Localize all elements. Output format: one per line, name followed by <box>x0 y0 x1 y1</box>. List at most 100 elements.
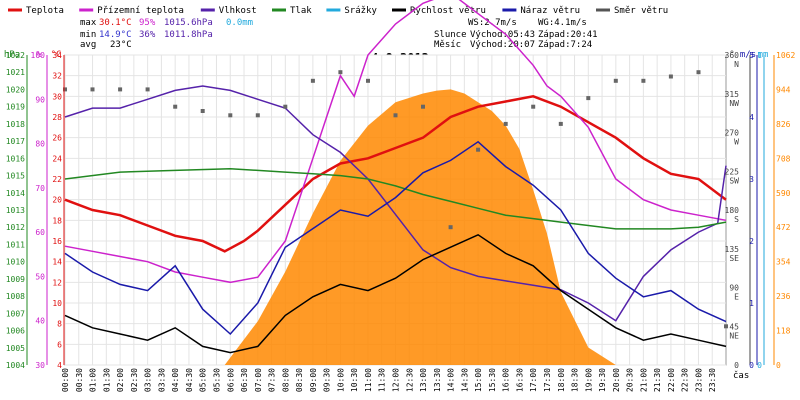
x-tick-label: 17:00 <box>529 368 538 392</box>
x-tick-label: 19:30 <box>598 368 607 392</box>
radiation-tick-label: 708 <box>776 154 791 163</box>
temperature-tick-label: 12 <box>52 278 62 287</box>
radiation-tick-label: 118 <box>776 327 791 336</box>
direction-point <box>613 78 618 83</box>
x-tick-label: 04:00 <box>171 368 180 392</box>
series-lines <box>64 0 727 354</box>
sun-set: Západ:20:41 <box>538 30 598 40</box>
legend-label: Směr větru <box>614 6 668 16</box>
temperature-tick-label: 30 <box>52 92 62 101</box>
x-tick-label: 18:00 <box>557 368 566 392</box>
wind-tick-label: 0 <box>749 361 754 370</box>
pressure-tick-label: 1017 <box>6 137 25 146</box>
stats-max-rain: 0.0mm <box>226 18 253 28</box>
direction-tick-label: 270 <box>725 129 740 138</box>
direction-point <box>476 147 481 152</box>
series-radiation <box>224 89 616 366</box>
radiation-tick-label: 236 <box>776 292 791 301</box>
humidity-tick-label: 40 <box>35 317 45 326</box>
pressure-tick-label: 1019 <box>6 103 25 112</box>
temperature-tick-label: 14 <box>52 258 62 267</box>
series-rychlost-v-tru <box>64 233 727 354</box>
direction-point <box>366 78 370 83</box>
x-tick-label: 03:00 <box>144 368 153 392</box>
direction-point <box>448 225 453 230</box>
radiation-tick-label: 0 <box>776 361 781 370</box>
pressure-tick-label: 1004 <box>6 361 25 370</box>
x-tick-label: 08:30 <box>295 368 304 392</box>
pressure-tick-label: 1005 <box>6 344 25 353</box>
radiation-tick-label: 944 <box>776 85 791 94</box>
pressure-axis-unit: hPa <box>4 50 20 60</box>
x-tick-label: 14:00 <box>447 368 456 392</box>
temperature-tick-label: 10 <box>52 299 62 308</box>
pressure-tick-label: 1021 <box>6 68 25 77</box>
direction-point <box>558 121 563 126</box>
humidity-axis-unit: % <box>36 50 42 60</box>
x-tick-label: 06:30 <box>240 368 249 392</box>
direction-point <box>200 109 205 113</box>
stats-min-label: min <box>80 30 96 40</box>
legend-label: Teplota <box>26 6 64 16</box>
moon-label: Měsíc <box>434 40 461 50</box>
x-tick-label: 16:30 <box>515 368 524 392</box>
x-tick-label: 20:00 <box>612 368 621 392</box>
temperature-tick-label: 26 <box>52 134 62 143</box>
direction-tick-label: 135 <box>725 245 740 254</box>
legend-label: Vlhkost <box>219 6 257 16</box>
humidity-tick-label: 60 <box>35 228 45 237</box>
x-tick-label: 10:00 <box>336 368 345 392</box>
direction-tick-label: 360 <box>725 51 740 60</box>
temperature-tick-label: 32 <box>52 72 62 81</box>
x-tick-label: 00:30 <box>75 368 84 392</box>
direction-tick-label: 315 <box>725 90 740 99</box>
x-tick-label: 07:00 <box>254 368 263 392</box>
pressure-tick-label: 1018 <box>6 120 25 129</box>
rain-tick-label: 1 <box>757 51 762 60</box>
stats-avg-temp: 23°C <box>110 40 132 50</box>
temperature-tick-label: 8 <box>57 320 62 329</box>
temperature-tick-label: 4 <box>57 361 62 370</box>
moon-rise: Východ:20:07 <box>470 40 535 50</box>
x-tick-label: 10:30 <box>350 368 359 392</box>
sun-moon-info: WS:2.7m/s WG:4.1m/s Slunce Východ:05:43 … <box>434 18 598 50</box>
direction-dir-label: NE <box>729 331 739 340</box>
x-tick-label: 11:00 <box>364 368 373 392</box>
humidity-tick-label: 50 <box>35 272 45 281</box>
temperature-tick-label: 34 <box>52 51 62 60</box>
stats-panel: max 30.1°C 95% 1015.6hPa 0.0mm min 14.9°… <box>80 18 253 50</box>
x-tick-label: 20:30 <box>626 368 635 392</box>
direction-tick-label: 45 <box>729 322 739 331</box>
pressure-tick-label: 1010 <box>6 258 25 267</box>
direction-point <box>310 78 315 83</box>
x-tick-label: 19:00 <box>584 368 593 392</box>
humidity-tick-label: 100 <box>31 51 46 60</box>
wind-tick-label: 5 <box>749 51 754 60</box>
direction-dir-label: SW <box>729 176 739 185</box>
wind-gust-info: WG:4.1m/s <box>538 18 587 28</box>
direction-point <box>641 78 646 83</box>
series-vlhkost <box>64 85 727 322</box>
direction-tick-label: 90 <box>729 284 739 293</box>
x-tick-label: 09:00 <box>309 368 318 392</box>
direction-dir-label: SE <box>729 254 739 263</box>
radiation-tick-label: 590 <box>776 189 791 198</box>
pressure-tick-label: 1007 <box>6 309 25 318</box>
pressure-tick-label: 1013 <box>6 206 25 215</box>
wind-direction-points <box>63 70 728 329</box>
direction-point <box>586 96 591 101</box>
direction-point <box>724 324 728 329</box>
wind-tick-label: 4 <box>749 113 754 122</box>
x-tick-label: 12:30 <box>405 368 414 392</box>
direction-dir-label: E <box>734 293 739 302</box>
humidity-tick-label: 90 <box>35 95 45 104</box>
legend-label: Náraz větru <box>520 6 580 16</box>
x-tick-label: 07:30 <box>268 368 277 392</box>
x-tick-label: 02:30 <box>130 368 139 392</box>
pressure-tick-label: 1014 <box>6 189 25 198</box>
humidity-tick-label: 70 <box>35 184 45 193</box>
pressure-tick-label: 1012 <box>6 223 25 232</box>
rain-axis-unit: mm <box>758 50 769 60</box>
direction-point <box>283 104 288 109</box>
legend-label: Rychlost větru <box>410 6 486 16</box>
